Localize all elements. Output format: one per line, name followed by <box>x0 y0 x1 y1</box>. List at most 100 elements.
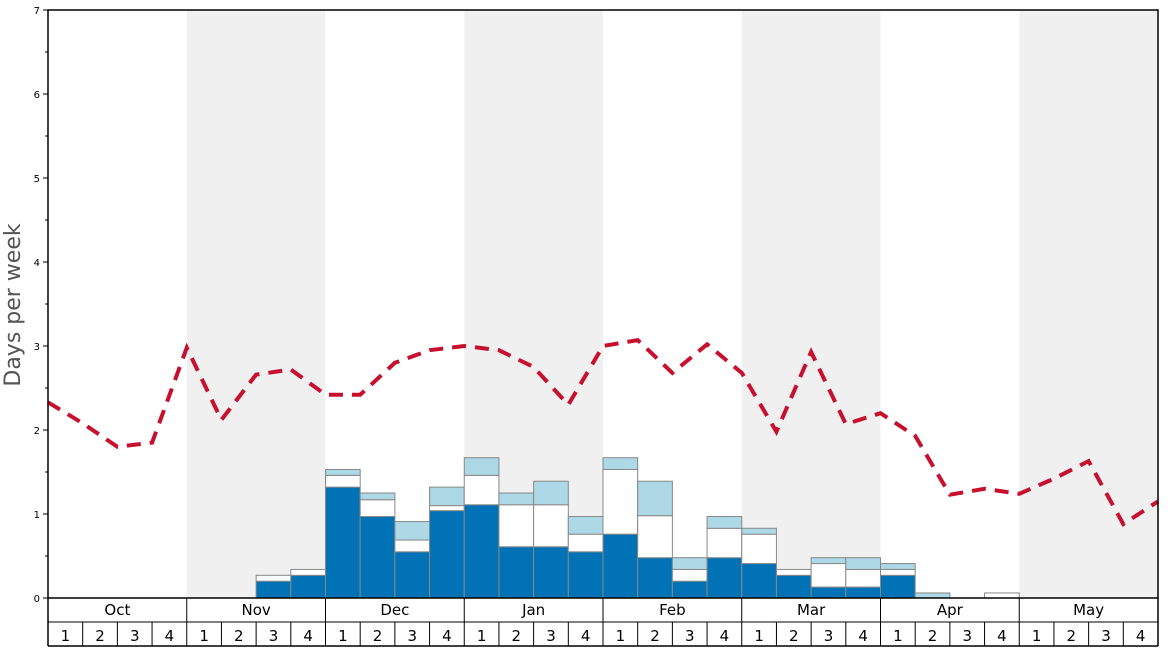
bar-bottom-week-15 <box>533 546 569 599</box>
bar-bottom-week-19 <box>671 580 708 599</box>
week-label: 4 <box>720 627 730 645</box>
bar-bottom-week-10 <box>359 516 396 599</box>
month-label-oct: Oct <box>104 601 130 619</box>
month-shade-nov <box>186 10 326 598</box>
week-label: 4 <box>997 627 1007 645</box>
bar-top-week-23 <box>810 557 847 565</box>
bar-top-week-12 <box>429 486 465 507</box>
bar-middle-week-24 <box>845 568 881 588</box>
bar-bottom-week-12 <box>429 510 465 599</box>
bar-top-week-21 <box>741 527 777 535</box>
bar-bottom-week-7 <box>255 580 292 599</box>
month-label-nov: Nov <box>241 601 270 619</box>
week-label: 3 <box>269 627 279 645</box>
bar-top-week-24 <box>845 557 881 570</box>
bar-top-week-10 <box>359 492 396 501</box>
y-tick-label: 2 <box>34 426 40 437</box>
bar-middle-week-21 <box>741 533 777 565</box>
week-label: 2 <box>234 627 244 645</box>
axes <box>43 9 1159 647</box>
bar-bottom-week-18 <box>637 557 673 599</box>
week-label: 4 <box>581 627 591 645</box>
bar-middle-week-13 <box>463 474 500 506</box>
bar-bottom-week-23 <box>810 586 847 599</box>
bar-middle-week-9 <box>325 474 361 488</box>
bar-middle-week-19 <box>671 568 708 582</box>
bar-bottom-week-25 <box>880 574 916 599</box>
week-label: 1 <box>477 627 487 645</box>
week-label: 2 <box>650 627 660 645</box>
week-label: 3 <box>546 627 556 645</box>
bar-top-week-15 <box>533 480 569 506</box>
bar-top-week-14 <box>498 492 535 506</box>
bar-bottom-week-14 <box>498 546 535 599</box>
month-label-mar: Mar <box>797 601 826 619</box>
bar-middle-week-25 <box>880 568 916 576</box>
bar-middle-week-14 <box>498 504 535 548</box>
bar-middle-week-7 <box>255 574 292 582</box>
month-label-may: May <box>1073 601 1104 619</box>
bar-middle-week-18 <box>637 515 673 559</box>
week-label: 1 <box>754 627 764 645</box>
month-shade-may <box>1019 10 1158 598</box>
week-label: 1 <box>1032 627 1042 645</box>
month-label-jan: Jan <box>521 601 545 619</box>
week-label: 2 <box>373 627 383 645</box>
bar-middle-week-22 <box>775 568 812 576</box>
bar-top-week-20 <box>706 516 743 529</box>
bar-top-week-25 <box>880 563 916 570</box>
bar-bottom-week-17 <box>602 533 639 599</box>
bar-bottom-week-16 <box>567 551 604 599</box>
line-series <box>46 337 1160 527</box>
bar-middle-week-23 <box>810 563 847 588</box>
bar-middle-week-16 <box>567 533 604 553</box>
bar-bottom-week-11 <box>394 551 431 599</box>
y-tick-label: 7 <box>34 6 40 17</box>
bar-top-week-17 <box>602 457 639 470</box>
week-label: 1 <box>199 627 209 645</box>
bar-top-week-19 <box>671 557 708 570</box>
y-tick-label: 5 <box>34 174 40 185</box>
y-tick-label: 4 <box>34 258 40 269</box>
bar-top-week-16 <box>567 516 604 535</box>
bar-middle-week-10 <box>359 499 396 518</box>
week-label: 3 <box>962 627 972 645</box>
week-label: 1 <box>338 627 348 645</box>
bar-middle-week-12 <box>429 505 465 512</box>
week-label: 2 <box>1067 627 1077 645</box>
bars <box>255 457 1020 599</box>
week-label: 3 <box>1101 627 1111 645</box>
bar-bottom-week-22 <box>775 574 812 599</box>
bar-bottom-week-21 <box>741 563 777 599</box>
week-label: 2 <box>789 627 799 645</box>
week-label: 1 <box>61 627 71 645</box>
week-label: 2 <box>928 627 938 645</box>
bar-middle-week-20 <box>706 527 743 559</box>
y-tick-label: 6 <box>34 90 40 101</box>
bar-middle-week-11 <box>394 539 431 553</box>
week-label: 3 <box>824 627 834 645</box>
month-label-apr: Apr <box>937 601 964 619</box>
bar-middle-week-17 <box>602 468 639 535</box>
week-label: 4 <box>165 627 175 645</box>
bar-top-week-13 <box>463 457 500 476</box>
week-label: 4 <box>442 627 452 645</box>
y-axis-label: Days per week <box>1 223 26 386</box>
bar-top-week-11 <box>394 521 431 541</box>
bar-middle-week-28 <box>984 592 1020 599</box>
bar-top-week-26 <box>914 592 951 599</box>
week-label: 1 <box>616 627 626 645</box>
bar-top-week-18 <box>637 480 673 517</box>
bar-bottom-week-13 <box>463 504 500 599</box>
week-label: 2 <box>512 627 522 645</box>
week-label: 3 <box>407 627 417 645</box>
week-label: 3 <box>685 627 695 645</box>
bar-middle-week-15 <box>533 504 569 548</box>
y-tick-label: 1 <box>34 510 40 521</box>
week-label: 3 <box>130 627 140 645</box>
y-tick-label: 0 <box>34 594 40 605</box>
bar-bottom-week-20 <box>706 557 743 599</box>
axis-labels: 0 1 2 3 4 5 6 7 Oct Nov Dec Jan Feb Mar Apr May 1 2 3 4 1 2 3 4… <box>34 6 1146 645</box>
month-label-dec: Dec <box>380 601 409 619</box>
